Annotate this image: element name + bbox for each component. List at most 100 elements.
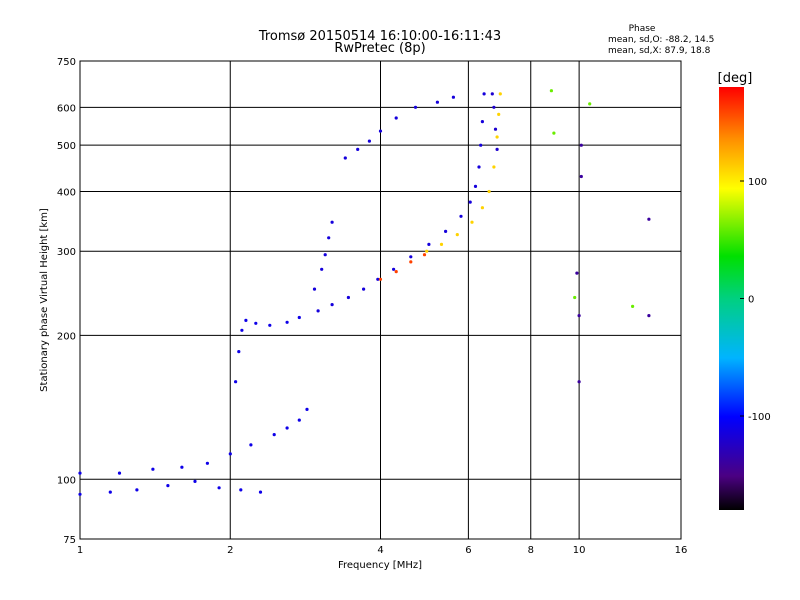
data-point (239, 488, 243, 492)
data-point (254, 321, 258, 325)
x-tick-label: 16 (675, 545, 688, 556)
data-point (425, 249, 429, 253)
data-point (108, 490, 112, 494)
data-point (480, 206, 484, 210)
phase-heading: Phase (629, 24, 656, 34)
data-point (237, 350, 241, 354)
x-tick-label: 2 (227, 545, 233, 556)
y-tick-label: 75 (63, 535, 76, 546)
y-axis-label: Stationary phase Virtual Height [km] (39, 208, 50, 392)
data-point (330, 220, 334, 224)
data-point (409, 260, 413, 264)
y-tick-label: 100 (57, 475, 76, 486)
y-tick-label: 750 (57, 57, 76, 68)
phase-stat-o: mean, sd,O: -88.2, 14.5 (608, 35, 714, 45)
colorbar-label: [deg] (718, 71, 753, 86)
data-point (312, 287, 317, 291)
phase-stat-x: mean, sd,X: 87.9, 18.8 (608, 46, 711, 56)
data-point (327, 236, 331, 240)
data-point (272, 433, 276, 437)
colorbar-ticks: 100 0 -100 (740, 177, 771, 423)
data-point (495, 135, 499, 139)
data-point (320, 267, 324, 271)
data-point (78, 471, 82, 475)
data-point (285, 426, 289, 430)
y-tick-label: 500 (57, 141, 76, 152)
data-point (552, 131, 556, 135)
data-point (647, 314, 651, 318)
data-point (631, 304, 635, 308)
data-point (217, 486, 221, 490)
data-points (78, 89, 651, 496)
axis-ticks: 1 2 4 6 8 10 16 75 100 200 300 400 500 600 750 (57, 57, 687, 556)
chart-title: Tromsø 20150514 16:10:00-16:11:43 (258, 29, 501, 44)
colorbar-tick-label: 100 (748, 177, 767, 188)
data-point (480, 120, 484, 124)
data-point (579, 174, 583, 179)
data-point (323, 253, 327, 257)
data-point (240, 328, 244, 332)
data-point (573, 295, 577, 300)
x-tick-label: 8 (528, 545, 534, 556)
data-point (492, 105, 496, 109)
data-point (285, 320, 289, 324)
data-point (451, 95, 455, 99)
y-tick-label: 400 (57, 187, 76, 198)
x-tick-label: 1 (77, 545, 83, 556)
data-point (577, 314, 581, 318)
data-point (482, 92, 486, 96)
x-tick-label: 10 (573, 545, 586, 556)
data-point (409, 255, 413, 259)
data-point (413, 105, 418, 109)
data-point (376, 277, 380, 281)
data-point (497, 112, 501, 116)
data-point (378, 129, 383, 133)
data-point (394, 116, 398, 120)
data-point (268, 323, 272, 327)
x-tick-label: 6 (465, 545, 471, 556)
data-point (193, 479, 197, 483)
data-point (422, 253, 427, 257)
data-point (459, 214, 463, 218)
data-point (579, 143, 583, 147)
data-point (151, 467, 155, 471)
x-tick-label: 4 (377, 545, 383, 556)
data-point (362, 287, 366, 291)
data-point (180, 465, 184, 469)
data-point (343, 156, 347, 160)
data-point (427, 242, 431, 246)
data-point (249, 443, 253, 447)
data-point (135, 488, 139, 492)
data-point (495, 147, 499, 151)
data-point (244, 318, 248, 322)
data-point (498, 92, 502, 96)
x-axis-label: Frequency [MHz] (338, 560, 422, 571)
data-point (470, 220, 474, 224)
data-point (166, 484, 170, 488)
data-point (549, 89, 554, 93)
data-point (577, 380, 581, 384)
data-point (330, 303, 334, 307)
data-point (439, 242, 444, 246)
chart-subtitle: RwPretec (8p) (334, 41, 425, 56)
data-point (356, 147, 360, 151)
data-point (487, 189, 491, 194)
data-point (78, 492, 82, 496)
data-point (378, 277, 383, 281)
data-point (234, 380, 238, 384)
colorbar: [deg] 100 0 -100 (718, 71, 771, 510)
data-point (367, 139, 371, 143)
data-point (479, 143, 483, 147)
data-point (492, 165, 496, 169)
data-point (493, 127, 498, 131)
data-point (205, 461, 209, 465)
data-point (455, 233, 459, 237)
data-point (392, 267, 396, 271)
data-point (473, 184, 478, 188)
data-point (490, 92, 494, 96)
y-tick-label: 200 (57, 331, 76, 342)
data-point (647, 217, 651, 221)
data-point (477, 165, 481, 169)
data-point (394, 270, 398, 274)
